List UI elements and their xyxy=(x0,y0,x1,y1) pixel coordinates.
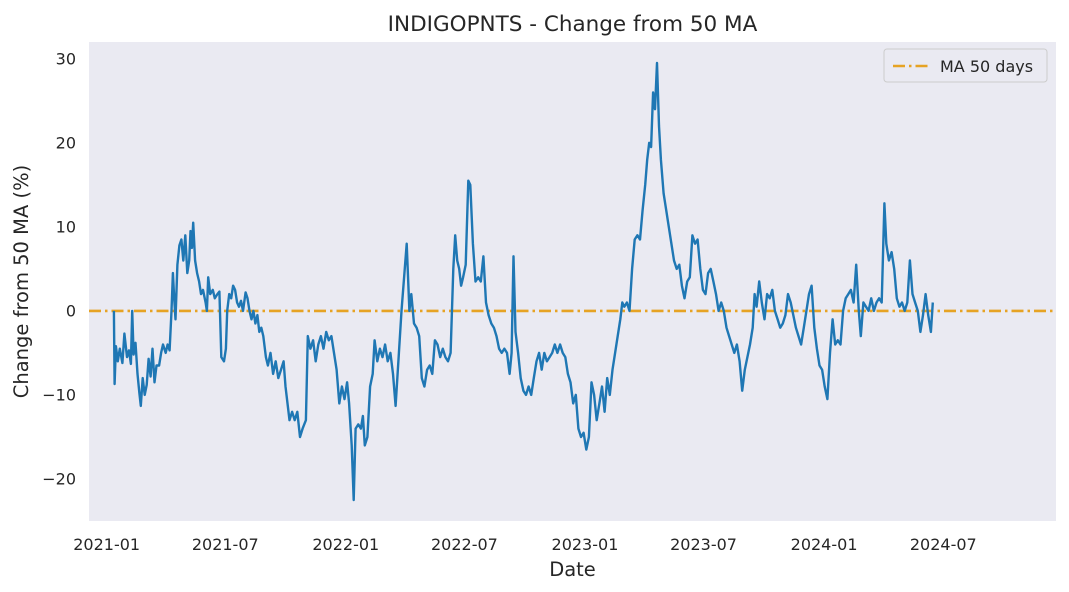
x-axis-title: Date xyxy=(549,558,596,581)
y-tick-label: 0 xyxy=(66,301,76,320)
x-axis: 2021-01 2021-07 2022-01 2022-07 2023-01 2023-… xyxy=(73,535,976,554)
x-tick-label: 2022-07 xyxy=(431,535,498,554)
x-tick-label: 2023-01 xyxy=(552,535,619,554)
y-axis-title: Change from 50 MA (%) xyxy=(10,165,33,399)
x-tick-label: 2024-07 xyxy=(910,535,977,554)
x-tick-label: 2021-07 xyxy=(192,535,259,554)
x-tick-label: 2024-01 xyxy=(791,535,858,554)
legend-box xyxy=(883,48,1048,83)
chart-title: INDIGOPNTS - Change from 50 MA xyxy=(388,12,758,37)
x-tick-label: 2023-07 xyxy=(670,535,737,554)
legend: MA 50 days xyxy=(883,48,1048,83)
y-tick-label: −20 xyxy=(42,469,76,488)
y-tick-label: 10 xyxy=(56,217,76,236)
x-tick-label: 2022-01 xyxy=(312,535,379,554)
y-axis: −20 −10 0 10 20 30 xyxy=(42,49,76,488)
x-tick-label: 2021-01 xyxy=(73,535,140,554)
y-tick-label: 20 xyxy=(56,133,76,152)
legend-entry-ma-50-days: MA 50 days xyxy=(940,57,1033,76)
y-tick-label: −10 xyxy=(42,385,76,404)
y-tick-label: 30 xyxy=(56,49,76,68)
series-line xyxy=(112,61,934,502)
